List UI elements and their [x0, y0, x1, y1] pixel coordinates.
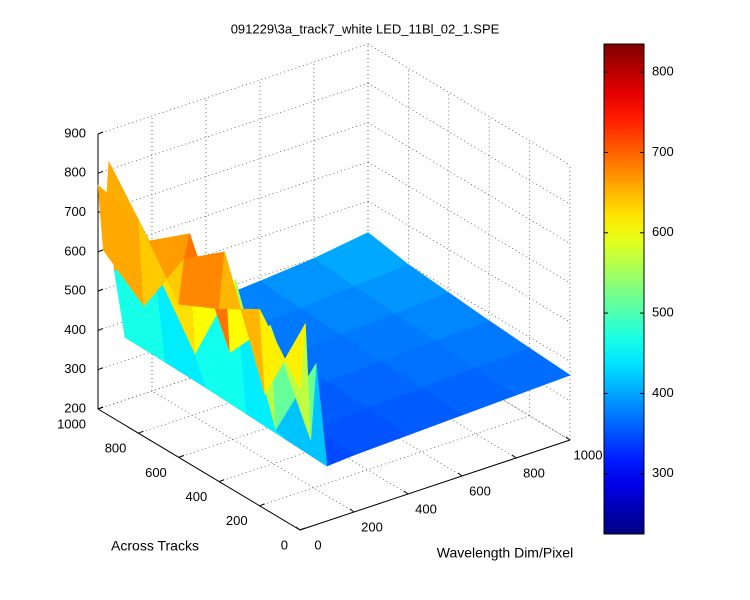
- colorbar-tick-label: 600: [652, 224, 674, 239]
- grid-line: [367, 43, 571, 166]
- x-tick-label: 0: [314, 537, 321, 552]
- x-tick-label: 600: [469, 483, 491, 498]
- chart-title: 091229\3a_track7_white LED_11Bl_02_1.SPE: [231, 21, 500, 36]
- x-tick: [511, 454, 517, 459]
- x-tick: [565, 436, 571, 441]
- z-tick: [97, 249, 104, 253]
- x-tick-label: 200: [361, 519, 383, 534]
- colorbar-tick-label: 800: [652, 64, 674, 79]
- colorbar-tick-label: 400: [652, 385, 674, 400]
- y-tick: [178, 454, 184, 458]
- grid-line: [367, 122, 571, 244]
- z-tick: [97, 288, 104, 292]
- z-tick-label: 300: [64, 361, 86, 376]
- y-tick: [97, 406, 104, 410]
- z-tick: [97, 170, 104, 174]
- y-axis: [97, 408, 301, 531]
- colorbar-tick-label: 300: [652, 465, 674, 480]
- grid-line: [367, 318, 571, 441]
- x-tick-label: 800: [523, 465, 545, 480]
- grid-line: [367, 200, 571, 323]
- y-tick-label: 1000: [57, 416, 86, 431]
- surface-patch: [178, 251, 225, 310]
- y-tick: [219, 479, 225, 483]
- y-axis-label: Across Tracks: [111, 538, 199, 554]
- z-tick: [97, 131, 104, 135]
- y-tick: [299, 527, 306, 531]
- grid-line: [367, 240, 571, 362]
- x-tick-label: 400: [415, 501, 437, 516]
- z-tick-label: 200: [64, 400, 86, 415]
- z-tick-label: 800: [64, 165, 86, 180]
- z-tick-label: 500: [64, 283, 86, 298]
- z-tick: [97, 367, 104, 371]
- z-tick: [97, 327, 104, 331]
- colorbar-tick-label: 700: [652, 144, 674, 159]
- z-tick-label: 600: [64, 243, 86, 258]
- grid-line: [151, 390, 355, 513]
- colorbar-tick-label: 500: [652, 305, 674, 320]
- x-tick: [457, 472, 463, 477]
- x-tick-label: 1000: [574, 447, 603, 462]
- x-axis-label: Wavelength Dim/Pixel: [437, 545, 573, 561]
- y-tick-label: 800: [105, 441, 127, 456]
- x-tick: [295, 526, 301, 531]
- z-tick-label: 900: [64, 125, 86, 140]
- y-tick-label: 200: [226, 513, 248, 528]
- x-axis: [299, 439, 571, 531]
- y-tick-label: 400: [185, 489, 207, 504]
- grid-line: [367, 161, 571, 284]
- x-tick: [403, 490, 409, 495]
- y-tick: [259, 503, 265, 507]
- z-tick-label: 700: [64, 204, 86, 219]
- y-tick-label: 600: [145, 465, 167, 480]
- y-tick: [138, 430, 144, 434]
- z-tick-label: 400: [64, 322, 86, 337]
- y-tick-label: 0: [281, 537, 288, 552]
- x-tick: [349, 508, 355, 513]
- colorbar: [603, 43, 645, 535]
- grid-line: [367, 82, 571, 205]
- surface-patch: [259, 309, 306, 396]
